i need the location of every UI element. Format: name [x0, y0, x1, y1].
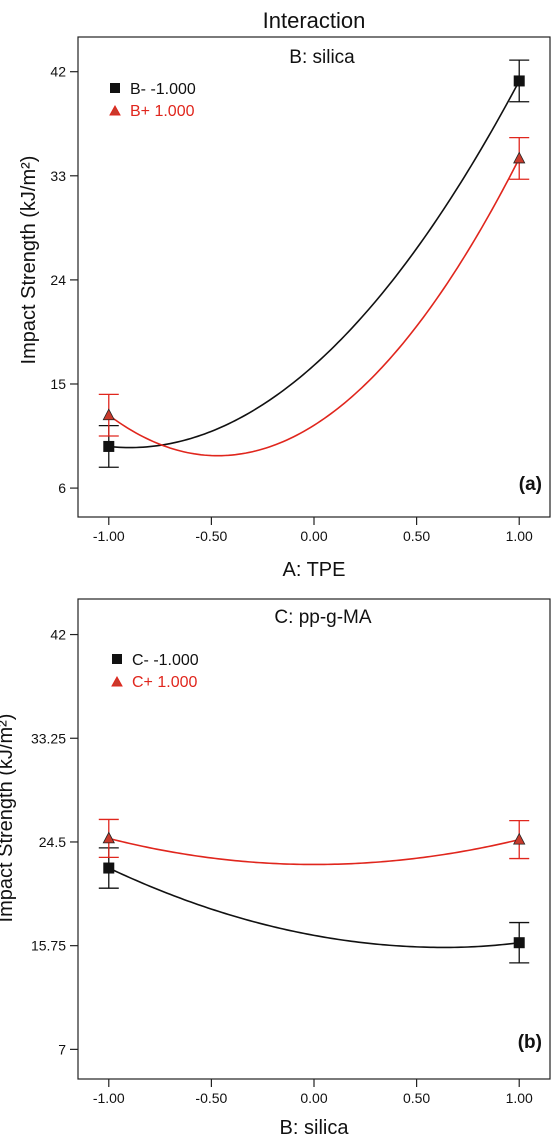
- y-axis-label: Impact Strength (kJ/m²): [0, 714, 17, 923]
- x-tick-label: 1.00: [506, 1090, 533, 1106]
- legend-triangle-marker: [109, 104, 121, 116]
- legend-label-c-plus: C+ 1.000: [132, 674, 197, 691]
- legend-label-b-minus: B- -1.000: [130, 81, 196, 98]
- x-tick-label: 0.50: [403, 1090, 430, 1106]
- data-point-square: [103, 440, 115, 452]
- series-line-high: [108, 158, 520, 457]
- data-point-square: [513, 937, 525, 949]
- legend-label-b-plus: B+ 1.000: [130, 103, 195, 120]
- x-tick-label: -0.50: [195, 528, 227, 544]
- legend: B- -1.000 B+ 1.000: [109, 81, 196, 120]
- x-tick-label: -1.00: [93, 1090, 125, 1106]
- y-tick-label: 7: [58, 1041, 66, 1057]
- y-axis-label: Impact Strength (kJ/m²): [18, 156, 40, 365]
- plot-frame: [77, 598, 551, 1080]
- panel-label: (a): [519, 474, 542, 495]
- x-tick-label: 1.00: [506, 528, 533, 544]
- y-tick-label: 24.5: [39, 834, 66, 850]
- y-tick-label: 24: [50, 272, 66, 288]
- series-line-low: [108, 80, 520, 449]
- series-line-high: [108, 837, 520, 866]
- y-tick-label: 15.75: [31, 938, 66, 954]
- x-tick-label: -0.50: [195, 1090, 227, 1106]
- x-axis-label: B: silica: [280, 1117, 350, 1139]
- data-point-triangle: [102, 831, 115, 844]
- x-tick-label: 0.00: [300, 528, 327, 544]
- data-point-triangle: [102, 408, 115, 421]
- chart-subtitle: B: silica: [289, 47, 355, 68]
- data-point-triangle: [513, 151, 526, 164]
- x-axis-label: A: TPE: [283, 559, 346, 581]
- chart-panel-b: C: pp-g-MA B: silica Impact Strength (kJ…: [0, 598, 551, 1139]
- legend-label-c-minus: C- -1.000: [132, 652, 199, 669]
- legend: C- -1.000 C+ 1.000: [111, 652, 199, 691]
- data-point-square: [103, 862, 115, 874]
- y-tick-label: 15: [50, 376, 66, 392]
- data-point-triangle: [513, 832, 526, 845]
- legend-square-marker: [112, 654, 122, 664]
- data-point-square: [513, 75, 525, 87]
- chart-title: Interaction: [263, 8, 366, 33]
- y-tick-label: 33: [50, 168, 66, 184]
- chart-panel-a: Interaction B: silica A: TPE Impact Stre…: [18, 8, 551, 581]
- panel-label: (b): [518, 1032, 542, 1053]
- chart-subtitle: C: pp-g-MA: [274, 607, 371, 628]
- series-line-low: [108, 867, 520, 949]
- y-tick-label: 6: [58, 480, 66, 496]
- y-tick-label: 42: [50, 64, 66, 80]
- x-tick-label: -1.00: [93, 528, 125, 544]
- y-tick-label: 33.25: [31, 730, 66, 746]
- x-tick-label: 0.50: [403, 528, 430, 544]
- x-tick-label: 0.00: [300, 1090, 327, 1106]
- y-tick-label: 42: [50, 627, 66, 643]
- legend-square-marker: [110, 83, 120, 93]
- legend-triangle-marker: [111, 675, 123, 687]
